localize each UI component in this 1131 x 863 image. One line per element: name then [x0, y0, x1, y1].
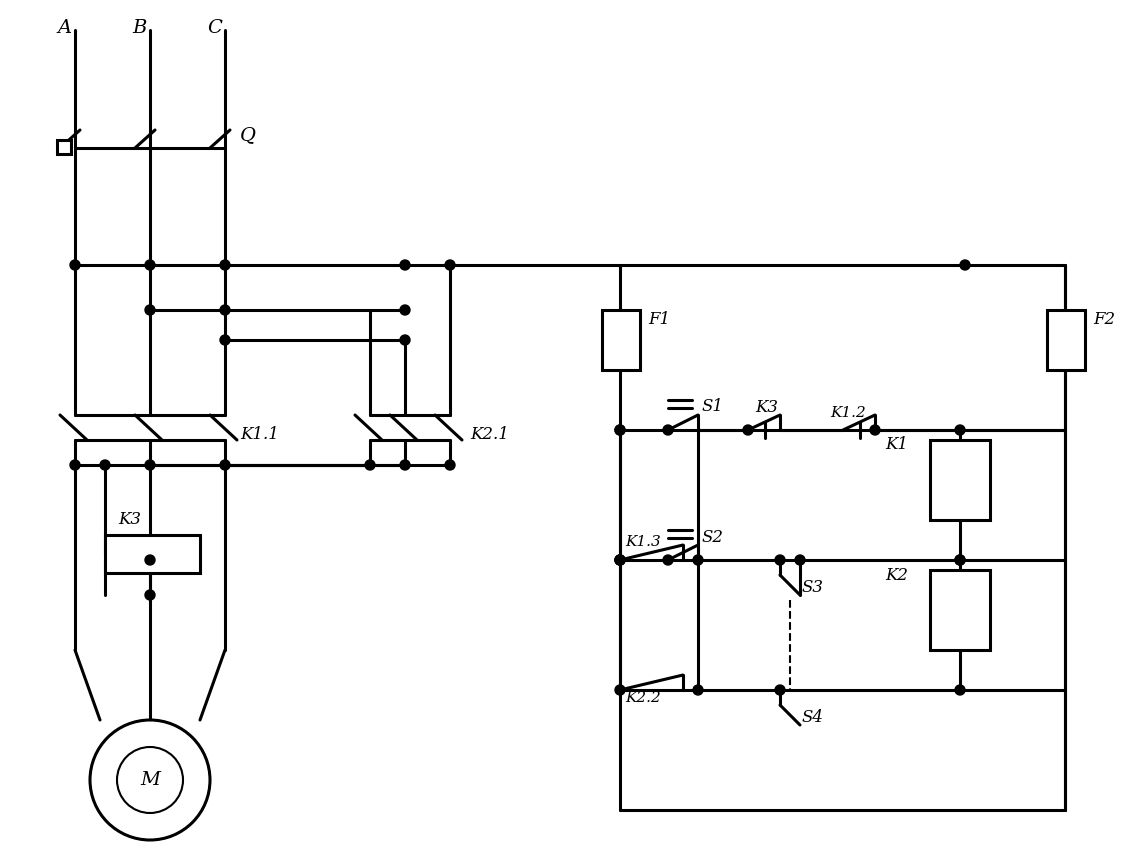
- Circle shape: [663, 555, 673, 565]
- Circle shape: [615, 555, 625, 565]
- Circle shape: [960, 260, 970, 270]
- Circle shape: [70, 260, 80, 270]
- Circle shape: [444, 260, 455, 270]
- Bar: [1047, 310, 1085, 370]
- Circle shape: [70, 460, 80, 470]
- Circle shape: [145, 305, 155, 315]
- Circle shape: [90, 720, 210, 840]
- Circle shape: [693, 685, 703, 695]
- Circle shape: [145, 460, 155, 470]
- Circle shape: [870, 425, 880, 435]
- Circle shape: [615, 555, 625, 565]
- Circle shape: [955, 555, 965, 565]
- Circle shape: [693, 555, 703, 565]
- Circle shape: [615, 685, 625, 695]
- Text: M: M: [140, 771, 159, 789]
- Circle shape: [145, 590, 155, 600]
- Text: K1.2: K1.2: [830, 406, 865, 420]
- Text: S2: S2: [702, 528, 724, 545]
- Bar: [930, 440, 990, 520]
- Text: Q: Q: [240, 126, 256, 144]
- Circle shape: [221, 335, 230, 345]
- Circle shape: [221, 305, 230, 315]
- Text: S4: S4: [802, 709, 824, 727]
- Circle shape: [663, 425, 673, 435]
- Text: F1: F1: [648, 312, 671, 329]
- Text: K1: K1: [884, 437, 908, 453]
- Circle shape: [145, 260, 155, 270]
- Circle shape: [615, 425, 625, 435]
- Circle shape: [775, 685, 785, 695]
- Circle shape: [615, 555, 625, 565]
- Circle shape: [955, 425, 965, 435]
- Bar: [930, 570, 990, 650]
- Circle shape: [775, 555, 785, 565]
- Circle shape: [400, 460, 411, 470]
- Circle shape: [221, 260, 230, 270]
- Bar: [602, 310, 640, 370]
- Text: K1.1: K1.1: [240, 426, 279, 444]
- Text: F2: F2: [1093, 312, 1115, 329]
- Text: K2.2: K2.2: [625, 691, 661, 705]
- Text: K3: K3: [118, 512, 141, 528]
- Circle shape: [743, 425, 753, 435]
- Circle shape: [100, 460, 110, 470]
- Text: B: B: [132, 19, 146, 37]
- Circle shape: [795, 555, 805, 565]
- Circle shape: [955, 555, 965, 565]
- Bar: [57, 140, 71, 154]
- Circle shape: [400, 260, 411, 270]
- Circle shape: [400, 305, 411, 315]
- Circle shape: [221, 460, 230, 470]
- Text: S1: S1: [702, 399, 724, 415]
- Circle shape: [145, 555, 155, 565]
- Text: C: C: [207, 19, 222, 37]
- Text: K2: K2: [884, 566, 908, 583]
- Text: A: A: [57, 19, 71, 37]
- Bar: [105, 535, 200, 573]
- Circle shape: [400, 335, 411, 345]
- Text: K3: K3: [756, 400, 778, 417]
- Circle shape: [365, 460, 375, 470]
- Circle shape: [444, 460, 455, 470]
- Text: S3: S3: [802, 579, 824, 596]
- Text: K1.3: K1.3: [625, 535, 661, 549]
- Circle shape: [955, 685, 965, 695]
- Circle shape: [615, 425, 625, 435]
- Text: K2.1: K2.1: [470, 426, 509, 444]
